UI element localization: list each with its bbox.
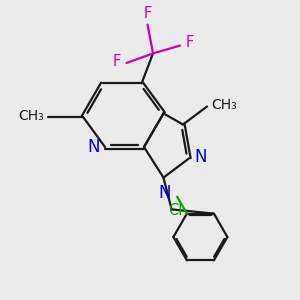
Text: CH₃: CH₃ [18, 109, 44, 122]
Text: F: F [113, 54, 121, 69]
Text: N: N [194, 148, 207, 166]
Text: Cl: Cl [169, 203, 183, 218]
Text: CH₃: CH₃ [212, 98, 237, 112]
Text: N: N [159, 184, 171, 202]
Text: N: N [87, 138, 100, 156]
Text: F: F [143, 6, 152, 21]
Text: F: F [185, 35, 194, 50]
